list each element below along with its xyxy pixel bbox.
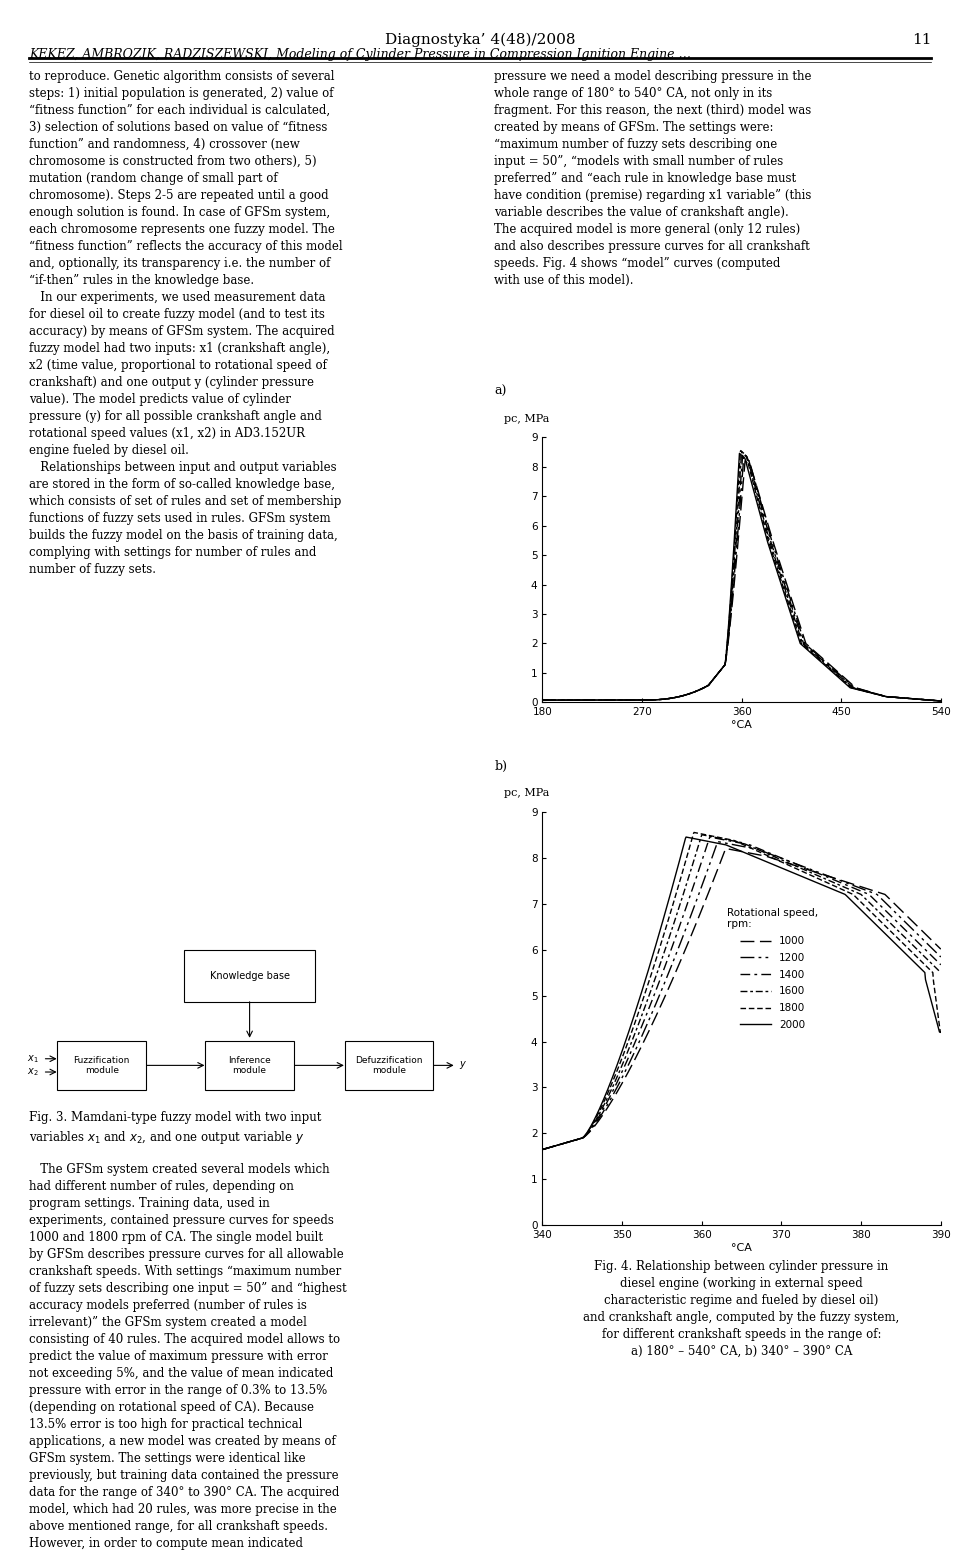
Text: Diagnostyka’ 4(48)/2008: Diagnostyka’ 4(48)/2008 [385,33,575,47]
FancyBboxPatch shape [184,949,315,1002]
X-axis label: °CA: °CA [732,720,752,731]
Text: pc, MPa: pc, MPa [504,414,549,423]
Text: pc, MPa: pc, MPa [504,788,549,798]
Text: to reproduce. Genetic algorithm consists of several
steps: 1) initial population: to reproduce. Genetic algorithm consists… [29,70,343,576]
Text: b): b) [494,760,508,773]
Text: Inference
module: Inference module [228,1055,271,1076]
Text: 11: 11 [912,33,931,47]
Text: a): a) [494,386,507,398]
Legend: 1000, 1200, 1400, 1600, 1800, 2000: 1000, 1200, 1400, 1600, 1800, 2000 [727,909,818,1030]
Text: Defuzzification
module: Defuzzification module [355,1055,422,1076]
Text: KEKEZ, AMBROZIK, RADZISZEWSKI, Modeling of Cylinder Pressure in Compression Igni: KEKEZ, AMBROZIK, RADZISZEWSKI, Modeling … [29,48,691,61]
Text: Fig. 4. Relationship between cylinder pressure in
diesel engine (working in exte: Fig. 4. Relationship between cylinder pr… [584,1260,900,1358]
FancyBboxPatch shape [58,1041,146,1090]
FancyBboxPatch shape [345,1041,433,1090]
Text: $y$: $y$ [459,1060,467,1071]
X-axis label: °CA: °CA [732,1243,752,1253]
Text: $x_2$: $x_2$ [27,1066,38,1079]
Text: Fig. 3. Mamdani-type fuzzy model with two input
variables $x_1$ and $x_2$, and o: Fig. 3. Mamdani-type fuzzy model with tw… [29,1111,322,1146]
Text: Knowledge base: Knowledge base [209,971,290,980]
Text: pressure we need a model describing pressure in the
whole range of 180° to 540° : pressure we need a model describing pres… [494,70,812,287]
Text: $x_1$: $x_1$ [27,1052,38,1065]
FancyBboxPatch shape [205,1041,294,1090]
Text: Fuzzification
module: Fuzzification module [74,1055,130,1076]
Text: The GFSm system created several models which
had different number of rules, depe: The GFSm system created several models w… [29,1163,347,1550]
